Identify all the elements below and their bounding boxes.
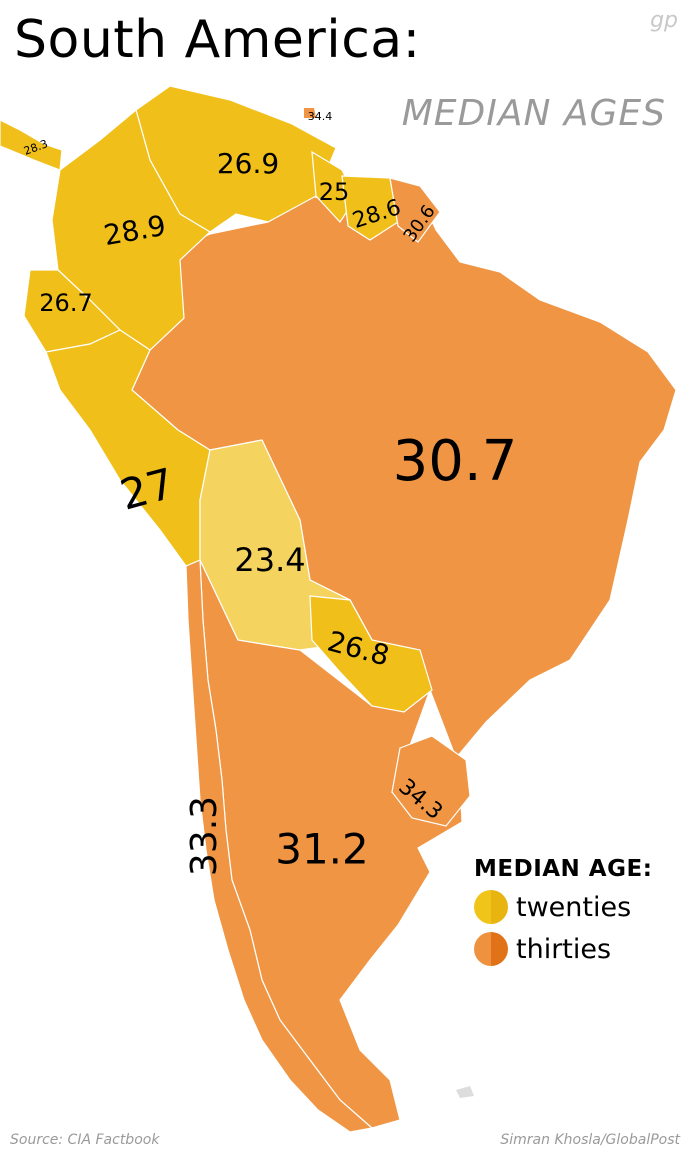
- island-falklands: [456, 1086, 474, 1098]
- country-suriname: [341, 175, 399, 241]
- country-paraguay: [309, 595, 433, 713]
- credit-note: Simran Khosla/GlobalPost: [500, 1132, 680, 1148]
- label-brazil: 30.7: [393, 429, 518, 494]
- globalpost-logo: gp: [650, 8, 678, 33]
- legend-label-twenties: twenties: [516, 891, 632, 923]
- map-title: South America:: [14, 10, 421, 70]
- map-subtitle: MEDIAN AGES: [401, 93, 666, 134]
- label-venezuela: 26.9: [217, 147, 279, 180]
- source-note: Source: CIA Factbook: [10, 1132, 160, 1148]
- label-trinidad-and-tobago: 34.4: [308, 110, 333, 123]
- label-chile: 33.3: [184, 796, 225, 876]
- legend-label-thirties: thirties: [516, 933, 612, 965]
- label-bolivia: 23.4: [234, 541, 305, 579]
- country-chile: [185, 559, 374, 1133]
- label-ecuador: 26.7: [39, 289, 92, 317]
- country-uruguay: [391, 735, 471, 827]
- country-french-guiana: [389, 177, 441, 243]
- country-panama: [0, 119, 63, 171]
- label-guyana: 25: [319, 178, 350, 206]
- legend-item-thirties: thirties: [474, 932, 652, 966]
- country-trinidad: [304, 108, 316, 118]
- legend-title: MEDIAN AGE:: [474, 856, 653, 882]
- label-argentina: 31.2: [275, 825, 369, 874]
- legend-item-twenties: twenties: [474, 890, 652, 924]
- legend-swatch-twenties: [474, 890, 508, 924]
- legend-swatch-thirties: [474, 932, 508, 966]
- legend: MEDIAN AGE: twenties thirties: [474, 856, 652, 966]
